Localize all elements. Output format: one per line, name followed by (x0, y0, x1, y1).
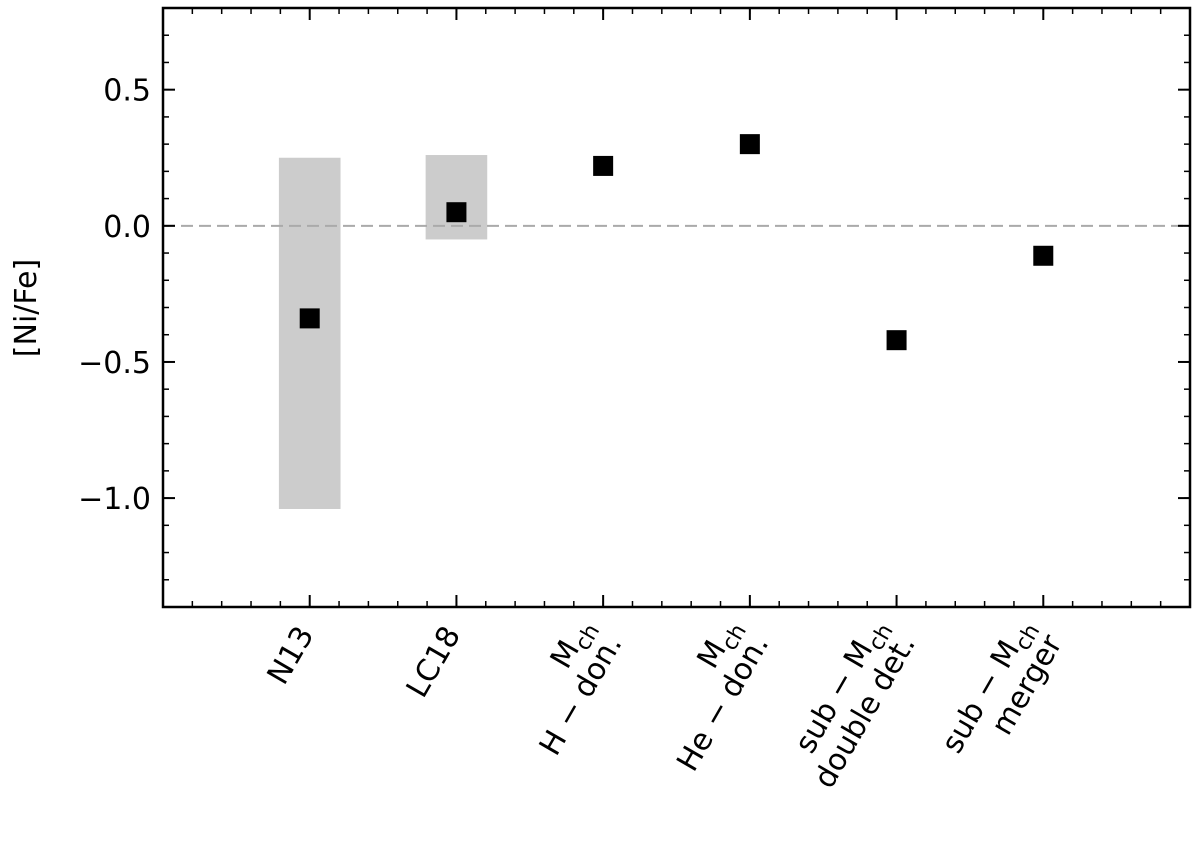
y-tick-label: −0.5 (78, 346, 151, 381)
point (1033, 245, 1054, 266)
x-tick-label: N13 (261, 621, 322, 691)
point (593, 155, 614, 176)
x-tick-label: LC18 (400, 621, 468, 704)
y-tick-label: 0.0 (103, 210, 151, 245)
point (299, 308, 320, 329)
x-tick-label-line: N13 (261, 621, 322, 691)
y-tick-label: 0.5 (103, 74, 151, 109)
plot-frame (161, 6, 1192, 609)
x-tick-label-line: LC18 (400, 621, 468, 704)
y-axis-label: [Ni/Fe] (9, 259, 44, 357)
point (739, 134, 760, 155)
range-band (278, 157, 341, 509)
point (886, 330, 907, 351)
point (446, 202, 467, 223)
y-tick-label: −1.0 (78, 482, 151, 517)
